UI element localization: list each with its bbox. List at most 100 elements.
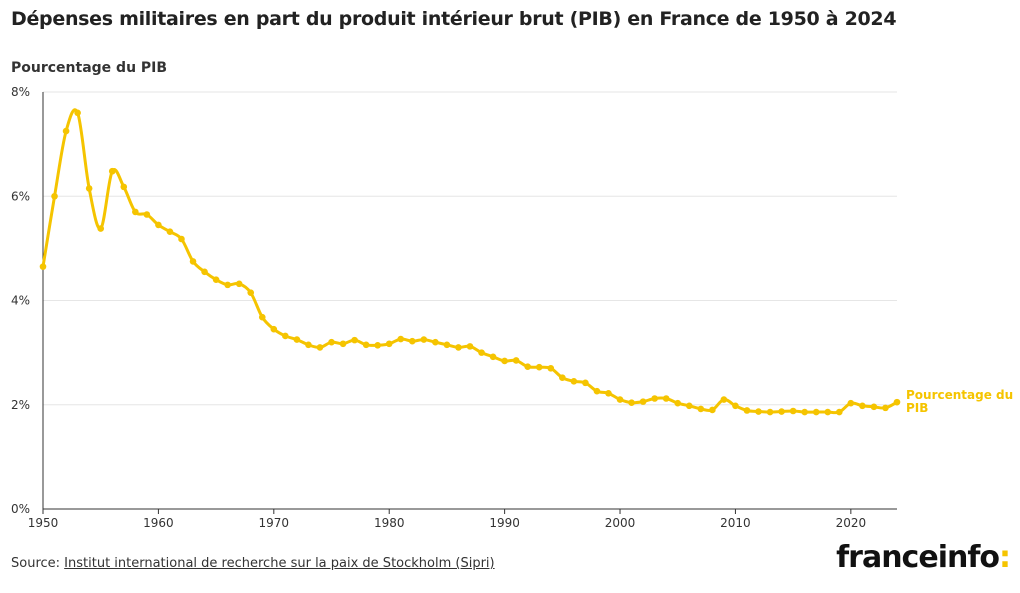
y-tick-label: 4% (11, 294, 30, 308)
data-point (685, 402, 693, 410)
data-point (870, 403, 878, 411)
data-point (709, 406, 716, 414)
y-axis-title: Pourcentage du PIB (11, 60, 168, 76)
chart-title: Dépenses militaires en part du produit i… (11, 8, 897, 30)
x-tick-label: 2020 (836, 516, 867, 530)
data-point (293, 336, 301, 343)
data-point (559, 374, 566, 381)
data-point (212, 276, 220, 283)
franceinfo-logo[interactable]: franceinfo: (836, 540, 1011, 575)
data-point (224, 281, 231, 289)
logo-colon: : (999, 540, 1011, 575)
data-point (132, 208, 139, 216)
data-point (824, 408, 832, 416)
data-point (547, 364, 555, 372)
data-point (478, 349, 485, 356)
data-point (732, 402, 739, 410)
data-point (305, 341, 312, 349)
y-tick-label: 2% (11, 398, 30, 412)
data-point (835, 408, 843, 416)
data-point (778, 408, 785, 415)
source-note: Source: Institut international de recher… (11, 556, 495, 571)
data-point (651, 395, 658, 402)
data-point (351, 336, 358, 344)
data-point (535, 363, 543, 371)
data-point (501, 357, 508, 365)
data-point (374, 342, 381, 349)
data-point (847, 399, 855, 407)
data-point (97, 225, 105, 232)
data-point (432, 338, 439, 346)
data-point (755, 408, 762, 415)
data-point (443, 341, 451, 349)
data-point (270, 325, 278, 333)
data-point (201, 268, 208, 276)
data-point (639, 398, 647, 405)
logo-text: franceinfo (836, 540, 1000, 575)
data-point (258, 313, 266, 321)
data-point (120, 183, 128, 191)
data-point (512, 357, 520, 364)
x-tick-label: 1950 (28, 516, 59, 530)
data-point (489, 353, 497, 361)
data-point (893, 398, 901, 406)
data-point (189, 258, 197, 265)
data-point (51, 192, 58, 200)
data-point (385, 340, 393, 348)
x-tick-label: 2010 (720, 516, 751, 530)
data-point (108, 167, 116, 175)
data-point (420, 336, 428, 343)
y-tick-label: 8% (11, 85, 30, 99)
data-point (582, 379, 589, 387)
data-point (674, 399, 682, 407)
data-point (166, 228, 174, 235)
data-point (628, 399, 635, 406)
series-line (41, 108, 898, 415)
data-point (155, 221, 162, 229)
data-point (85, 185, 93, 192)
series-label-line-2: PIB (906, 401, 928, 415)
data-point (339, 340, 347, 348)
x-tick-label: 1970 (259, 516, 290, 530)
axis-layer: 0% 2% 4% 6% 8% 1950 1960 1970 1980 1990 2000 2010 20… (11, 85, 897, 530)
source-link[interactable]: Institut international de recherche sur … (64, 556, 495, 571)
x-tick-label: 1960 (143, 516, 174, 530)
x-tick-label: 2000 (605, 516, 636, 530)
grid-layer (43, 91, 897, 510)
y-tick-label: 6% (11, 189, 30, 203)
x-tick-label: 1980 (374, 516, 405, 530)
data-point (662, 395, 670, 402)
data-point (455, 344, 462, 351)
data-point (616, 396, 624, 403)
data-point (39, 263, 47, 270)
data-point (859, 402, 866, 410)
data-point (882, 404, 889, 412)
data-point (282, 332, 289, 340)
line-layer (41, 108, 898, 415)
data-point (408, 337, 416, 345)
data-point (593, 387, 601, 395)
y-tick-label: 0% (11, 502, 30, 516)
data-point (62, 127, 70, 135)
data-point (397, 335, 405, 343)
x-tick-label: 1990 (489, 516, 520, 530)
data-point (247, 289, 255, 296)
data-point (766, 408, 774, 416)
data-point (524, 363, 532, 370)
data-point (812, 408, 820, 416)
data-point (570, 377, 578, 385)
data-point (743, 407, 751, 414)
data-point (235, 280, 243, 288)
data-point (466, 343, 474, 350)
data-point (605, 389, 612, 397)
source-prefix: Source: (11, 556, 61, 571)
data-point (801, 408, 808, 416)
data-point (328, 338, 335, 346)
data-point (316, 344, 324, 351)
series-label-line-1: Pourcentage du (906, 388, 1013, 402)
point-layer (39, 109, 901, 416)
data-point (697, 405, 705, 413)
data-point (178, 235, 185, 243)
